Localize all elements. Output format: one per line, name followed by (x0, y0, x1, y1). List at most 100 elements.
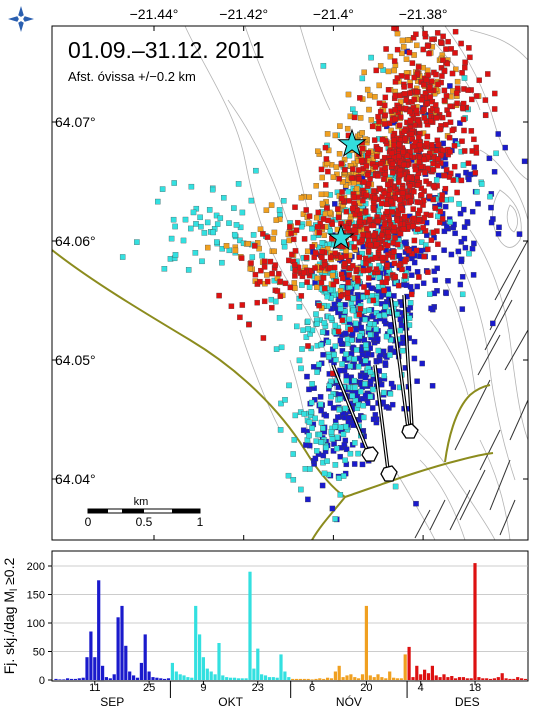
epicenter-dot (399, 50, 405, 57)
epicenter-dot (381, 373, 387, 379)
epicenter-dot (304, 373, 310, 380)
epicenter-dot (461, 235, 468, 242)
histogram-y-label: Fj. skj./dag Ml ≥0.2 (1, 558, 20, 675)
epicenter-dot (343, 208, 350, 215)
epicenter-dot (342, 457, 348, 464)
histogram-bar (523, 678, 528, 680)
epicenter-dot (368, 54, 374, 61)
epicenter-dot (378, 161, 384, 167)
epicenter-dot (388, 337, 394, 343)
epicenter-dot (318, 342, 324, 348)
epicenter-dot (217, 215, 224, 221)
epicenter-dot (433, 177, 440, 183)
epicenter-dot (425, 269, 431, 275)
epicenter-dot (467, 171, 474, 178)
epicenter-dot (414, 89, 420, 95)
epicenter-dot (415, 182, 421, 188)
epicenter-dot (373, 266, 380, 272)
epicenter-dot (374, 146, 381, 152)
epicenter-dot (257, 278, 263, 285)
epicenter-dot (418, 239, 425, 245)
epicenter-dot (299, 346, 305, 352)
epicenter-dot (421, 106, 427, 113)
histogram-bar (283, 671, 287, 680)
epicenter-dot (475, 201, 481, 207)
epicenter-dot (239, 302, 246, 308)
epicenter-dot (401, 240, 408, 246)
histogram-bar (139, 662, 143, 680)
epicenter-dot (314, 448, 320, 454)
histogram-bar (306, 678, 310, 680)
epicenter-dot (419, 360, 425, 367)
epicenter-dot (440, 57, 446, 63)
epicenter-dot (384, 201, 390, 208)
epicenter-dot (450, 177, 457, 183)
epicenter-dot (356, 254, 363, 261)
epicenter-dot (313, 438, 319, 444)
epicenter-dot (392, 116, 399, 122)
epicenter-dot (342, 167, 348, 173)
epicenter-dot (360, 267, 366, 274)
epicenter-dot (440, 147, 446, 154)
histogram-bar (364, 605, 368, 680)
epicenter-dot (333, 164, 340, 170)
epicenter-dot (399, 37, 406, 44)
epicenter-dot (493, 150, 499, 157)
epicenter-dot (313, 183, 319, 189)
histogram-day-tick-label: 25 (143, 682, 155, 694)
epicenter-dot (369, 161, 376, 167)
epicenter-dot (406, 315, 413, 321)
epicenter-dot (402, 258, 408, 265)
epicenter-dot (358, 373, 364, 379)
epicenter-dot (425, 165, 431, 172)
epicenter-dot (427, 84, 433, 91)
epicenter-dot (305, 326, 311, 332)
epicenter-dot (264, 278, 271, 285)
epicenter-dot (339, 361, 345, 367)
histogram-day-tick-label: 4 (418, 682, 424, 694)
histogram-bar (143, 634, 147, 680)
epicenter-dot (356, 176, 362, 182)
epicenter-dot (317, 401, 324, 408)
epicenter-dot (461, 224, 468, 230)
epicenter-dot (459, 138, 465, 144)
histogram-bar (194, 605, 198, 680)
epicenter-dot (434, 107, 440, 114)
epicenter-dot (326, 383, 333, 389)
histogram-bar (62, 679, 66, 680)
star-main-event-2 (327, 223, 355, 250)
epicenter-dot (331, 264, 338, 271)
epicenter-dot (471, 136, 477, 143)
epicenter-dot (453, 90, 460, 97)
epicenter-dot (228, 303, 235, 309)
epicenter-dot (423, 140, 430, 147)
epicenter-dot (406, 174, 413, 181)
epicenter-dot (264, 272, 270, 278)
histogram-bar (298, 678, 302, 680)
histogram-bar (85, 657, 89, 680)
epicenter-dot (467, 54, 473, 61)
epicenter-dot (387, 352, 393, 358)
epicenter-dot (432, 205, 439, 211)
epicenter-dot (452, 50, 458, 56)
epicenter-dot (383, 333, 390, 340)
epicenter-dot (414, 226, 421, 232)
histogram-bar (446, 677, 450, 680)
longitude-tick-label: −21.4° (313, 6, 354, 22)
epicenter-dot (358, 388, 364, 395)
epicenter-dot (352, 440, 358, 446)
epicenter-dot (381, 121, 388, 127)
epicenter-dot (310, 234, 317, 241)
histogram-bar (326, 677, 330, 680)
epicenter-dot (336, 475, 342, 481)
epicenter-dot (353, 347, 360, 353)
epicenter-dot (443, 121, 449, 128)
histogram-bar (97, 580, 101, 681)
epicenter-dot (400, 161, 407, 168)
epicenter-dot (320, 216, 327, 222)
epicenter-dot (347, 326, 354, 333)
epicenter-dot (323, 413, 330, 419)
epicenter-dot (314, 369, 320, 375)
epicenter-dot (433, 71, 439, 78)
map-panel: −21.44° −21.42° −21.4° −21.38° 64.07° 64.06°… (8, 6, 529, 541)
